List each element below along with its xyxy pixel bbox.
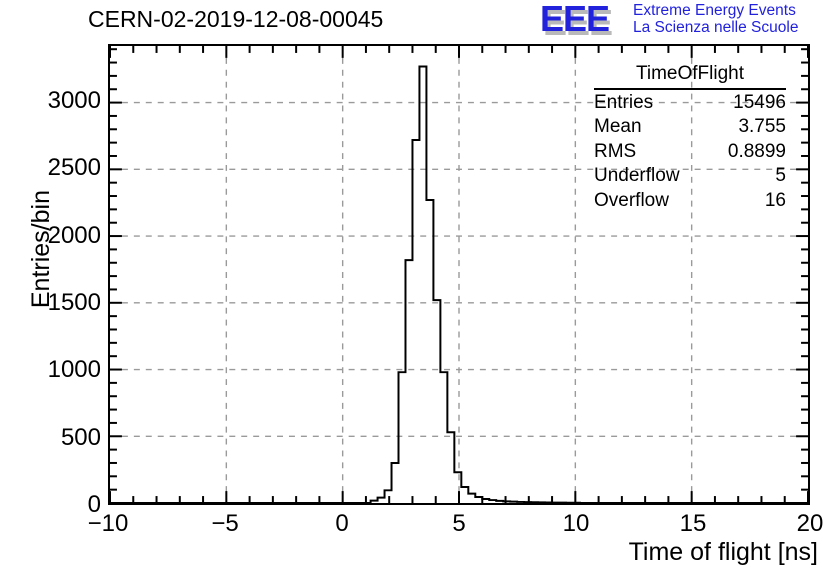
stats-row-key: Underflow bbox=[594, 165, 680, 186]
y-tick-label: 0 bbox=[87, 491, 101, 518]
y-tick-label: 2000 bbox=[47, 221, 101, 249]
page-title: CERN-02-2019-12-08-00045 bbox=[88, 6, 384, 32]
x-axis-tick-labels: −10 −5 0 5 10 15 20 bbox=[0, 512, 836, 542]
histogram-series bbox=[110, 65, 808, 504]
axis-ticks-layer bbox=[109, 46, 809, 504]
stats-row: RMS 0.8899 bbox=[594, 139, 786, 164]
stats-row-key: Entries bbox=[594, 91, 654, 113]
x-tick-label: −10 bbox=[87, 510, 129, 537]
y-tick-label: 1000 bbox=[47, 356, 101, 384]
x-axis-title: Time of flight [ns] bbox=[628, 538, 818, 566]
stats-title: TimeOfFlight bbox=[594, 62, 786, 90]
y-tick-label: 2500 bbox=[47, 154, 101, 182]
stats-rows: Entries 15496 Mean 3.755 RMS 0.8899 Underflow 5… bbox=[594, 90, 786, 213]
stats-row-value: 0.8899 bbox=[727, 140, 786, 162]
stats-row: Overflow 16 bbox=[594, 188, 786, 213]
stats-box: TimeOfFlight Entries 15496 Mean 3.755 RMS 0.8… bbox=[594, 62, 786, 212]
eee-logo: EEE Extreme Energy Events La Scienza nel… bbox=[540, 1, 830, 39]
stats-row: Mean 3.755 bbox=[594, 114, 786, 139]
eee-logo-line1: Extreme Energy Events bbox=[633, 2, 796, 19]
eee-logo-text: Extreme Energy Events La Scienza nelle S… bbox=[633, 2, 798, 36]
stats-row-value: 15496 bbox=[733, 91, 786, 113]
grid-layer bbox=[110, 46, 808, 503]
y-tick-label: 1500 bbox=[47, 289, 101, 317]
stats-row-value: 16 bbox=[764, 189, 786, 211]
y-axis-tick-labels: 0 500 1000 1500 2000 2500 3000 bbox=[0, 0, 101, 572]
x-tick-label: 5 bbox=[452, 510, 466, 537]
y-tick-label: 500 bbox=[60, 423, 101, 451]
x-tick-label: 20 bbox=[796, 510, 824, 537]
plot-frame bbox=[108, 44, 810, 505]
stats-row-value: 5 bbox=[775, 165, 786, 186]
stats-row-key: RMS bbox=[594, 140, 637, 162]
x-tick-label: 0 bbox=[335, 510, 349, 537]
x-tick-label: 15 bbox=[679, 510, 707, 537]
y-tick-label: 3000 bbox=[47, 87, 101, 115]
x-tick-label: −5 bbox=[211, 510, 239, 537]
stats-row: Underflow 5 bbox=[594, 163, 786, 188]
eee-logo-line2: La Scienza nelle Scuole bbox=[633, 19, 799, 36]
stats-row-value: 3.755 bbox=[738, 116, 786, 137]
stats-row-key: Overflow bbox=[594, 189, 669, 211]
eee-logo-mark: EEE bbox=[540, 0, 610, 39]
x-tick-label: 10 bbox=[562, 510, 590, 537]
stats-row-key: Mean bbox=[594, 116, 642, 137]
stats-row: Entries 15496 bbox=[594, 90, 786, 115]
